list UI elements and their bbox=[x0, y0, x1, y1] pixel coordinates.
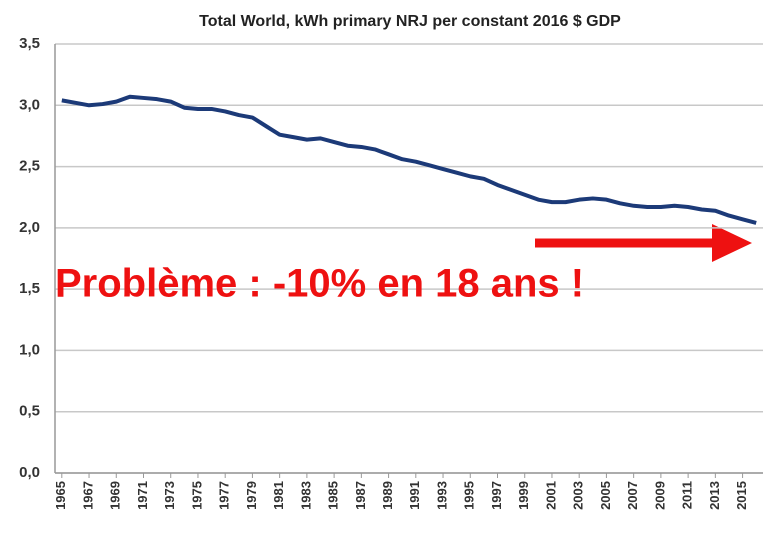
x-tick-label: 1993 bbox=[434, 481, 449, 510]
y-tick-label: 2,5 bbox=[19, 158, 40, 175]
x-tick-label: 1977 bbox=[217, 481, 232, 510]
x-tick-label: 1979 bbox=[244, 481, 259, 510]
y-tick-label: 0,5 bbox=[19, 403, 40, 420]
x-tick-label: 1997 bbox=[489, 481, 504, 510]
x-tick-label: 2001 bbox=[543, 481, 558, 510]
x-tick-label: 1999 bbox=[516, 481, 531, 510]
x-tick-label: 2015 bbox=[734, 481, 749, 510]
x-tick-label: 1971 bbox=[135, 481, 150, 510]
y-tick-label: 1,5 bbox=[19, 280, 40, 297]
chart-title: Total World, kWh primary NRJ per constan… bbox=[199, 13, 621, 30]
x-tick-label: 2003 bbox=[571, 481, 586, 510]
x-tick-label: 1983 bbox=[298, 481, 313, 510]
x-tick-label: 1989 bbox=[380, 481, 395, 510]
x-tick-label: 1985 bbox=[326, 481, 341, 510]
x-tick-label: 1981 bbox=[271, 481, 286, 510]
x-tick-label: 1987 bbox=[353, 481, 368, 510]
annotation: Problème : -10% en 18 ans ! bbox=[55, 262, 584, 306]
y-tick-label: 0,0 bbox=[19, 464, 40, 481]
x-tick-label: 1973 bbox=[162, 481, 177, 510]
x-tick-label: 2013 bbox=[707, 481, 722, 510]
x-tick-label: 2007 bbox=[625, 481, 640, 510]
y-tick-label: 1,0 bbox=[19, 341, 40, 358]
x-tick-label: 1967 bbox=[80, 481, 95, 510]
x-tick-label: 2005 bbox=[598, 481, 613, 510]
x-tick-label: 1991 bbox=[407, 481, 422, 510]
x-tick-label: 1969 bbox=[108, 481, 123, 510]
x-tick-label: 1995 bbox=[462, 481, 477, 510]
x-tick-label: 1975 bbox=[189, 481, 204, 510]
x-tick-label: 2011 bbox=[680, 481, 695, 509]
data-line bbox=[61, 94, 757, 225]
y-tick-label: 3,0 bbox=[19, 96, 40, 113]
x-tick-label: 1965 bbox=[53, 481, 68, 510]
arrow-head bbox=[712, 224, 752, 262]
y-tick-label: 2,0 bbox=[19, 219, 40, 236]
x-tick-label: 2009 bbox=[652, 481, 667, 510]
y-tick-label: 3,5 bbox=[19, 35, 40, 52]
